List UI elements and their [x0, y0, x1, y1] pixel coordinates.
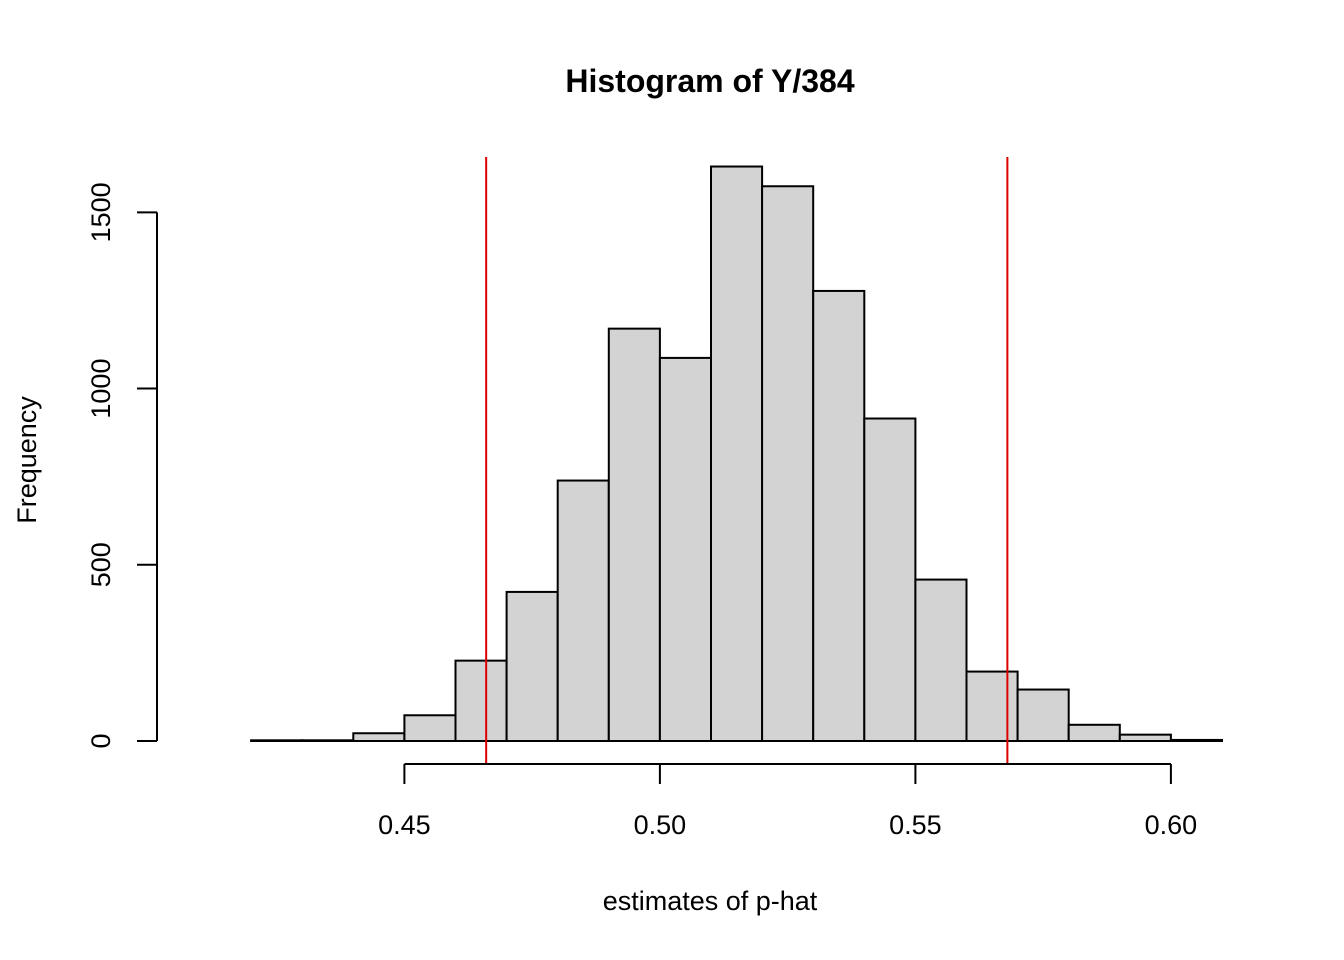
- histogram-bar-14: [914, 578, 968, 743]
- histogram-bars: [250, 165, 1224, 743]
- y-tick-label-0: 0: [86, 733, 116, 748]
- chart-title: Histogram of Y/384: [565, 63, 854, 99]
- y-tick-label-1: 500: [86, 542, 116, 587]
- histogram-bar-19: [1169, 738, 1224, 743]
- y-tick-label-3: 1500: [86, 182, 116, 242]
- histogram-bar-3: [352, 732, 406, 742]
- x-tick-label-0: 0.45: [378, 810, 431, 840]
- x-tick-label-2: 0.55: [889, 810, 942, 840]
- x-tick-label-3: 0.60: [1145, 810, 1198, 840]
- x-axis-label: estimates of p-hat: [603, 886, 818, 916]
- histogram-bar-9: [658, 356, 713, 742]
- y-axis-label: Frequency: [12, 396, 42, 524]
- reference-lines: [485, 157, 1009, 764]
- histogram-bar-17: [1067, 723, 1121, 742]
- histogram-bar-4: [403, 714, 457, 743]
- histogram-bar-13: [863, 417, 917, 742]
- histogram-bar-18: [1118, 733, 1172, 743]
- histogram-bar-6: [505, 590, 559, 742]
- x-tick-label-1: 0.50: [634, 810, 687, 840]
- histogram-bar-12: [812, 289, 866, 742]
- histogram-bar-10: [710, 165, 764, 742]
- histogram-bar-11: [761, 185, 815, 742]
- histogram-bar-8: [607, 327, 661, 742]
- x-axis: 0.45 0.50 0.55 0.60: [378, 763, 1198, 840]
- y-tick-label-2: 1000: [86, 359, 116, 419]
- histogram-bar-5: [454, 659, 508, 743]
- histogram-bar-7: [556, 479, 610, 742]
- y-axis: 0 500 1000 1500: [86, 182, 158, 749]
- histogram-bar-15: [965, 670, 1019, 743]
- histogram-bar-1: [250, 739, 304, 742]
- histogram-bar-2: [301, 739, 355, 742]
- histogram-bar-16: [1016, 688, 1070, 742]
